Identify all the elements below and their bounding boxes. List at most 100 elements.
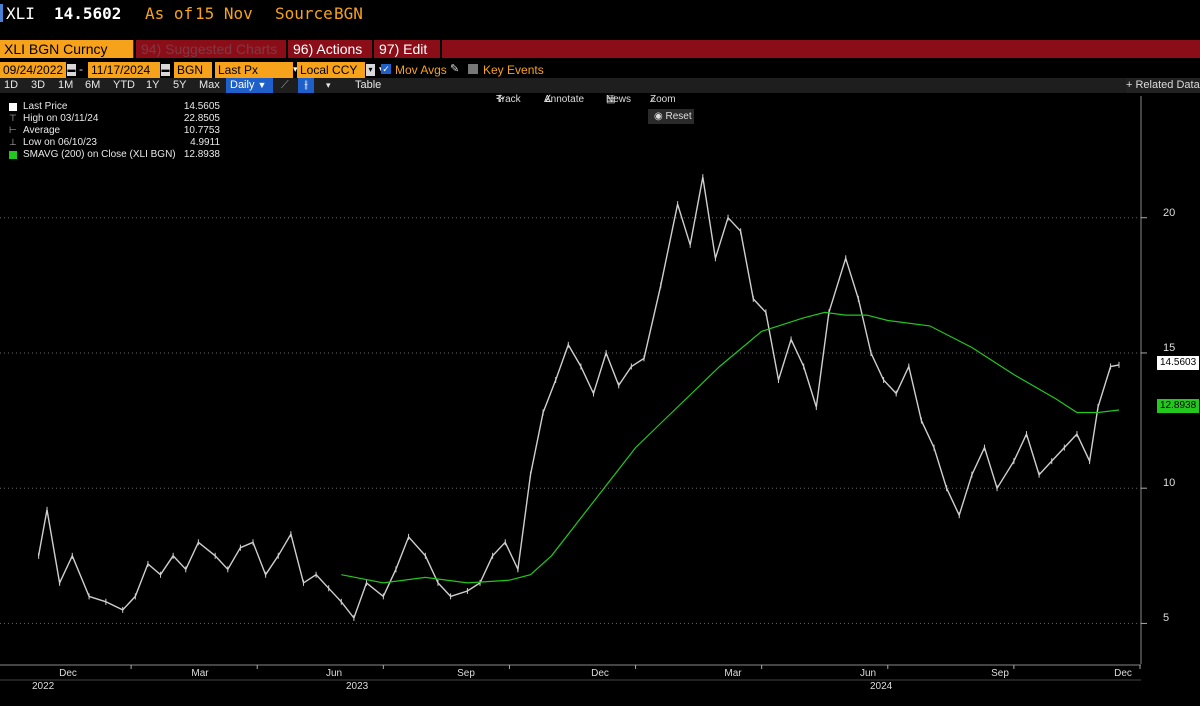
parameter-row: 09/24/2022 ▬ - 11/17/2024 ▬ BGN Last Px … [0,62,1200,78]
low-marker-icon: ⊥ [9,137,17,147]
price-series-line [37,176,1120,620]
x-tick-label: Sep [457,668,475,679]
sma-series-line [341,311,1120,584]
related-data-button[interactable]: + Related Data [1126,78,1200,93]
date-separator: - [79,62,83,76]
x-tick-label: Jun [325,668,343,679]
average-marker-icon: ⊢ [9,125,17,135]
security-input[interactable]: XLI BGN Curncy [0,40,133,58]
divider [134,40,136,58]
reset-label: Reset [665,111,692,122]
pencil-icon: ∠ [544,94,553,105]
frequency-label: Daily [230,79,255,91]
mov-avgs-checkbox[interactable]: ✓ [381,64,391,74]
chevron-down-icon: ▾ [293,64,298,74]
edit-label: 97) Edit [379,41,428,57]
x-year-label: 2022 [32,681,55,692]
period-6m[interactable]: 6M [85,79,101,91]
source-field[interactable]: BGN [174,62,212,78]
legend-row-last-price: Last Price 14.5605 [3,101,220,113]
y-tick-label: 5 [1163,612,1170,624]
last-price-tag: 14.5603 [1157,356,1200,370]
legend-label: Last Price [23,101,68,112]
end-date-field[interactable]: 11/17/2024 [88,62,160,78]
period-ytd[interactable]: YTD [113,79,135,91]
legend-label: SMAVG (200) on Close (XLI BGN) [23,149,176,160]
ticker: XLI [6,4,35,23]
pencil-icon[interactable]: ✎ [450,63,460,75]
divider [286,40,288,58]
field-select[interactable]: Last Px [215,62,293,78]
legend-value: 22.8505 [183,113,220,124]
key-events-checkbox[interactable] [468,64,478,74]
legend-row-average: ⊢ Average 10.7753 [3,125,220,137]
currency-select[interactable]: Local CCY [297,62,365,78]
chevron-down-icon: ▼ [257,80,267,90]
title-row: XLI 14.5602 As of 15 Nov Source BGN [0,0,1200,28]
annotate-label: Annotate [544,94,585,105]
y-tick-label: 15 [1163,342,1176,354]
chevron-down-icon[interactable]: ▾ [366,64,375,76]
frequency-dropdown[interactable]: Daily ▼ [226,78,273,93]
crosshair-icon: ✛ [496,94,505,105]
legend-value: 10.7753 [183,125,220,136]
legend-value: 12.8938 [183,149,220,160]
period-1d[interactable]: 1D [4,79,19,91]
news-label: News [606,94,632,105]
legend-label: High on 03/11/24 [23,113,99,124]
chevron-down-icon[interactable]: ▾ [326,80,331,90]
period-max[interactable]: Max [199,79,220,91]
legend-label: Average [23,125,61,136]
table-button[interactable]: Table [355,79,382,91]
x-tick-label: Dec [591,668,609,679]
source-label: Source [275,4,333,23]
magnifier-icon: ⌕ [650,94,656,105]
y-tick-label: 10 [1163,477,1176,489]
x-tick-label: Mar [191,668,209,679]
period-1y[interactable]: 1Y [146,79,160,91]
suggested-charts-label: 94) Suggested Charts [141,41,278,57]
period-5y[interactable]: 5Y [173,79,187,91]
divider [440,40,442,58]
mov-avgs-label[interactable]: Mov Avgs [395,63,447,77]
period-3d[interactable]: 3D [31,79,46,91]
as-of-label: As of [145,4,194,23]
x-tick-label: Jun [859,668,877,679]
ticker-marker [0,4,3,22]
news-icon: ▤ [606,94,616,105]
actions-button[interactable]: 96) Actions ▾ [289,40,372,74]
y-tick-label: 20 [1163,207,1176,219]
x-year-label: 2023 [346,681,369,692]
legend-row-sma: SMAVG (200) on Close (XLI BGN) 12.8938 [3,149,220,161]
line-chart-icon[interactable]: ⟋ [281,79,289,91]
x-tick-label: Dec [1114,668,1132,679]
command-bar: XLI BGN Curncy 94) Suggested Charts ▾ 96… [0,40,1200,74]
legend-swatch [9,103,17,111]
period-1m[interactable]: 1M [58,79,74,91]
track-label: Track [496,94,521,105]
header-price: 14.5602 [54,4,122,23]
x-tick-label: Sep [991,668,1009,679]
x-tick-label: Mar [724,668,742,679]
calendar-icon[interactable]: ▬ [67,64,76,76]
legend-value: 4.9911 [190,137,220,148]
chart-legend: Last Price 14.5605 ⊤ High on 03/11/24 22… [3,101,220,161]
key-events-label[interactable]: Key Events [483,63,544,77]
start-date-field[interactable]: 09/24/2022 [0,62,66,78]
source-value: BGN [334,4,363,23]
reset-icon: ◉ [654,111,663,122]
x-year-label: 2024 [870,681,893,692]
calendar-icon[interactable]: ▬ [161,64,170,76]
as-of-date: 15 Nov [195,4,253,23]
bar-chart-icon[interactable]: ⫲ [298,78,314,93]
period-row: 1D 3D 1M 6M YTD 1Y 5Y Max Daily ▼ ⟋ ⫲ ▾ … [0,78,1200,93]
legend-row-high: ⊤ High on 03/11/24 22.8505 [3,113,220,125]
zoom-label: Zoom [650,94,676,105]
legend-value: 14.5605 [183,101,220,112]
x-tick-label: Dec [59,668,77,679]
actions-label: 96) Actions [293,41,363,57]
high-marker-icon: ⊤ [9,113,17,123]
reset-button[interactable]: ◉ Reset [648,109,694,124]
legend-label: Low on 06/10/23 [23,137,97,148]
